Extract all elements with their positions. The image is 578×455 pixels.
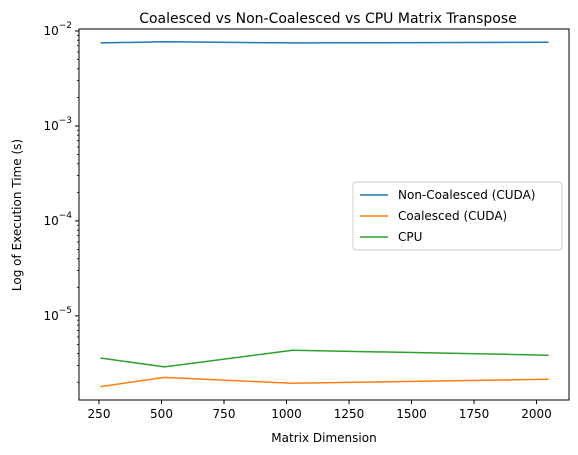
x-tick-label: 750: [213, 407, 236, 421]
x-axis: 250 500 750 1000 1250 1500 1750 2000: [88, 400, 552, 421]
legend-label: Non-Coalesced (CUDA): [398, 188, 535, 202]
y-tick-exponent: −3: [59, 116, 72, 126]
y-tick-base: 10: [43, 119, 58, 133]
y-tick-base: 10: [43, 214, 58, 228]
y-tick-exponent: −4: [59, 211, 73, 221]
y-axis: 10−510−410−310−2: [43, 21, 79, 383]
x-tick-label: 1500: [396, 407, 427, 421]
x-tick-label: 1250: [334, 407, 365, 421]
y-tick-base: 10: [43, 309, 58, 323]
series-line: [100, 376, 549, 388]
x-tick-label: 2000: [521, 407, 552, 421]
y-tick-exponent: −5: [59, 306, 72, 316]
y-tick-label: 10−2: [43, 21, 72, 38]
x-tick-label: 250: [88, 407, 111, 421]
legend-label: Coalesced (CUDA): [398, 209, 507, 223]
y-tick-base: 10: [43, 24, 58, 38]
x-tick-label: 1000: [271, 407, 302, 421]
legend: Non-Coalesced (CUDA) Coalesced (CUDA) CPU: [352, 181, 563, 251]
y-tick-label: 10−5: [43, 306, 72, 323]
legend-label: CPU: [398, 230, 422, 244]
x-axis-label: Matrix Dimension: [271, 431, 376, 445]
y-tick-exponent: −2: [59, 21, 72, 31]
chart-title: Coalesced vs Non-Coalesced vs CPU Matrix…: [139, 11, 517, 27]
x-tick-label: 1750: [459, 407, 490, 421]
series-line: [100, 41, 549, 44]
plot-area: [100, 41, 549, 388]
plot-frame: [78, 28, 570, 401]
y-tick-label: 10−3: [43, 116, 72, 133]
y-tick-label: 10−4: [43, 211, 72, 228]
x-tick-label: 500: [150, 407, 173, 421]
series-line: [100, 349, 549, 368]
y-axis-label: Log of Execution Time (s): [10, 139, 24, 291]
legend-box: [352, 181, 563, 251]
